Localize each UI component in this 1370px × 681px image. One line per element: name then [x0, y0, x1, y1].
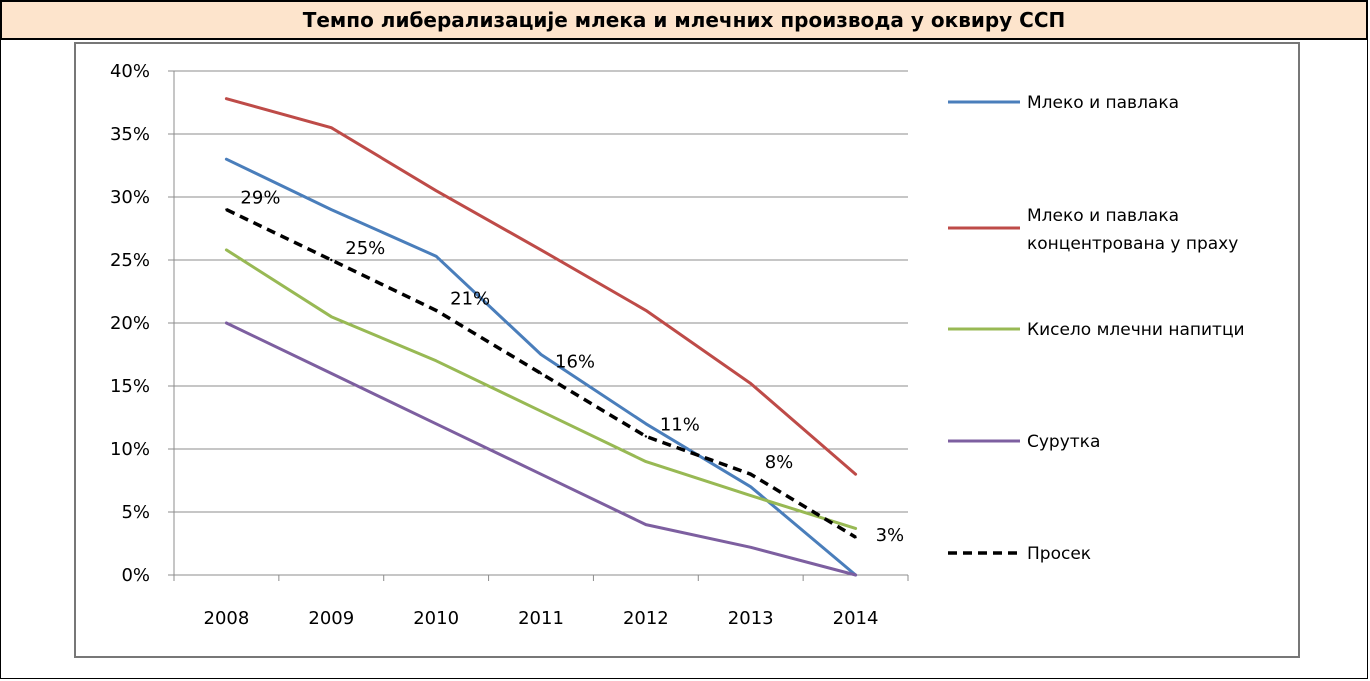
data-point [330, 258, 333, 262]
data-point [225, 321, 228, 325]
data-point [539, 410, 543, 413]
data-point [434, 309, 438, 312]
y-tick-label: 15% [110, 376, 150, 397]
data-label: 29% [240, 188, 280, 209]
y-tick-label: 20% [110, 313, 150, 334]
x-tick-label: 2014 [833, 608, 879, 629]
data-point [539, 372, 543, 375]
data-label: 25% [345, 238, 385, 259]
data-label: 11% [660, 414, 700, 435]
y-tick-label: 30% [110, 187, 150, 208]
y-tick-label: 35% [110, 124, 150, 145]
data-point [225, 97, 228, 100]
data-point [854, 573, 857, 577]
legend-label: Кисело млечни напитци [1027, 320, 1245, 340]
data-point [330, 126, 333, 129]
line-chart: 0% 5% 10% 15% 20% 25% 30% 35% 40% 2008 2009 2010 201… [110, 61, 1245, 629]
data-point [854, 473, 857, 476]
chart-title: Темпо либерализације млека и млечних про… [0, 0, 1368, 40]
data-point [854, 527, 857, 530]
x-tick-label: 2008 [204, 608, 250, 629]
data-point [644, 460, 648, 463]
x-tick-label: 2010 [413, 608, 459, 629]
data-point [749, 473, 752, 476]
y-tick-label: 0% [121, 565, 150, 586]
chart-area: 0% 5% 10% 15% 20% 25% 30% 35% 40% 2008 2009 2010 201… [74, 42, 1300, 658]
data-label: 8% [765, 452, 794, 473]
y-tick-label: 10% [110, 439, 150, 460]
series-line-3 [224, 248, 858, 530]
series-line-2 [224, 97, 858, 476]
data-point [644, 309, 648, 312]
data-point [854, 536, 857, 539]
data-point [749, 494, 752, 497]
x-tick-label: 2009 [308, 608, 354, 629]
y-tick-label: 5% [121, 502, 150, 523]
data-point [330, 208, 333, 211]
data-point [434, 359, 438, 362]
data-point [749, 485, 752, 488]
data-point [434, 255, 438, 258]
data-point [539, 473, 543, 476]
data-point [225, 248, 228, 252]
data-point [539, 248, 543, 252]
data-point [330, 372, 333, 375]
data-point [434, 189, 438, 192]
data-label: 3% [876, 525, 905, 546]
data-point [434, 422, 438, 425]
x-tick-label: 2012 [623, 608, 669, 629]
legend-label: Млеко и павлака [1027, 93, 1179, 113]
data-label: 21% [450, 288, 490, 309]
data-point [644, 422, 648, 425]
y-tick-label: 25% [110, 250, 150, 271]
legend-label: Млеко и павлака [1027, 206, 1179, 226]
data-point [749, 546, 752, 549]
data-point [225, 208, 228, 211]
data-point [330, 315, 333, 318]
x-tick-label: 2011 [518, 608, 564, 629]
legend-label: Сурутка [1027, 432, 1100, 452]
data-point [539, 353, 543, 356]
x-tick-label: 2013 [728, 608, 774, 629]
data-label: 16% [555, 351, 595, 372]
y-tick-label: 40% [110, 61, 150, 82]
legend-label: концентрована у праху [1027, 234, 1238, 254]
legend-label: Просек [1027, 544, 1091, 564]
data-point [644, 523, 648, 526]
data-point [749, 382, 752, 385]
data-point [644, 435, 648, 438]
data-point [225, 158, 228, 161]
